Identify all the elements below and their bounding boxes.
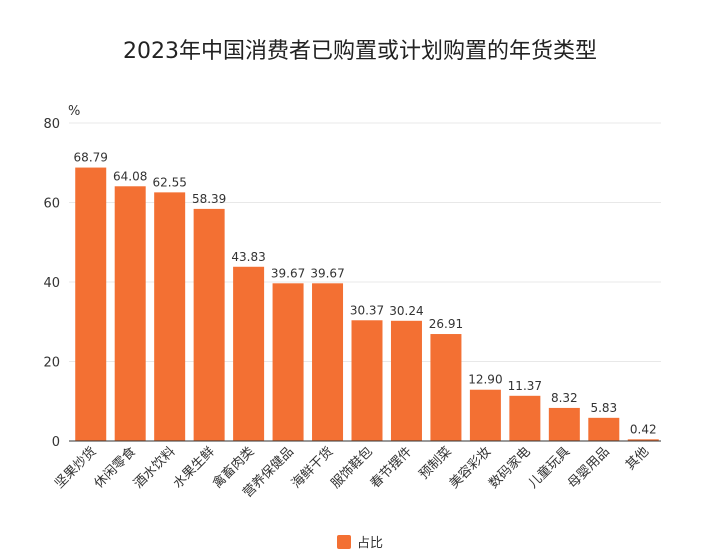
data-label: 12.90 — [468, 373, 502, 387]
legend-label: 占比 — [356, 536, 383, 551]
bar — [390, 320, 422, 441]
bar — [272, 283, 304, 441]
x-tick-label: 坚果炒货 — [51, 444, 99, 492]
legend[interactable]: 占比 — [0, 532, 720, 551]
data-label: 8.32 — [551, 391, 578, 405]
x-tick-label: 酒水饮料 — [131, 444, 178, 491]
bar — [509, 395, 541, 441]
x-tick-label: 服饰鞋包 — [328, 444, 376, 492]
bar — [430, 334, 462, 441]
data-label: 30.37 — [350, 303, 384, 317]
data-label: 68.79 — [74, 151, 108, 165]
data-label: 58.39 — [192, 192, 226, 206]
x-tick-label: 春节摆件 — [368, 444, 415, 491]
legend-swatch — [336, 534, 351, 549]
bar — [351, 320, 383, 441]
y-tick-label: 40 — [43, 276, 60, 291]
y-tick-label: 80 — [43, 117, 60, 132]
x-tick-label: 休闲零食 — [91, 444, 139, 492]
data-label: 62.55 — [152, 175, 186, 189]
bar — [627, 439, 659, 441]
bar — [154, 192, 186, 441]
data-label: 30.24 — [389, 304, 423, 318]
chart-title: 2023年中国消费者已购置或计划购置的年货类型 — [123, 39, 597, 64]
data-label: 39.67 — [310, 266, 344, 280]
x-tick-label: 海鲜干货 — [288, 444, 336, 492]
bar — [469, 389, 501, 441]
data-label: 0.42 — [630, 422, 657, 436]
x-tick-label: 预制菜 — [417, 444, 455, 482]
x-tick-label: 美容彩妆 — [446, 444, 494, 492]
data-label: 11.37 — [508, 379, 542, 393]
bar — [193, 208, 225, 441]
y-tick-label: 60 — [43, 197, 60, 212]
bar — [233, 266, 265, 441]
x-tick-label: 其他 — [623, 444, 652, 473]
data-label: 26.91 — [429, 317, 463, 331]
bar — [588, 417, 620, 441]
data-label: 64.08 — [113, 169, 147, 183]
x-tick-label: 数码家电 — [486, 444, 534, 492]
y-tick-label: 20 — [43, 356, 60, 371]
bar — [312, 283, 344, 441]
bar — [75, 167, 107, 441]
data-label: 5.83 — [590, 401, 617, 415]
data-label: 43.83 — [231, 250, 265, 264]
x-tick-label: 儿童玩具 — [525, 444, 573, 492]
data-label: 39.67 — [271, 266, 305, 280]
bar — [114, 186, 146, 441]
x-tick-label: 水果生鲜 — [171, 444, 218, 491]
bar — [548, 407, 580, 441]
y-axis-unit: % — [68, 104, 80, 119]
x-tick-label: 母婴用品 — [565, 444, 612, 491]
y-tick-label: 0 — [52, 435, 60, 450]
